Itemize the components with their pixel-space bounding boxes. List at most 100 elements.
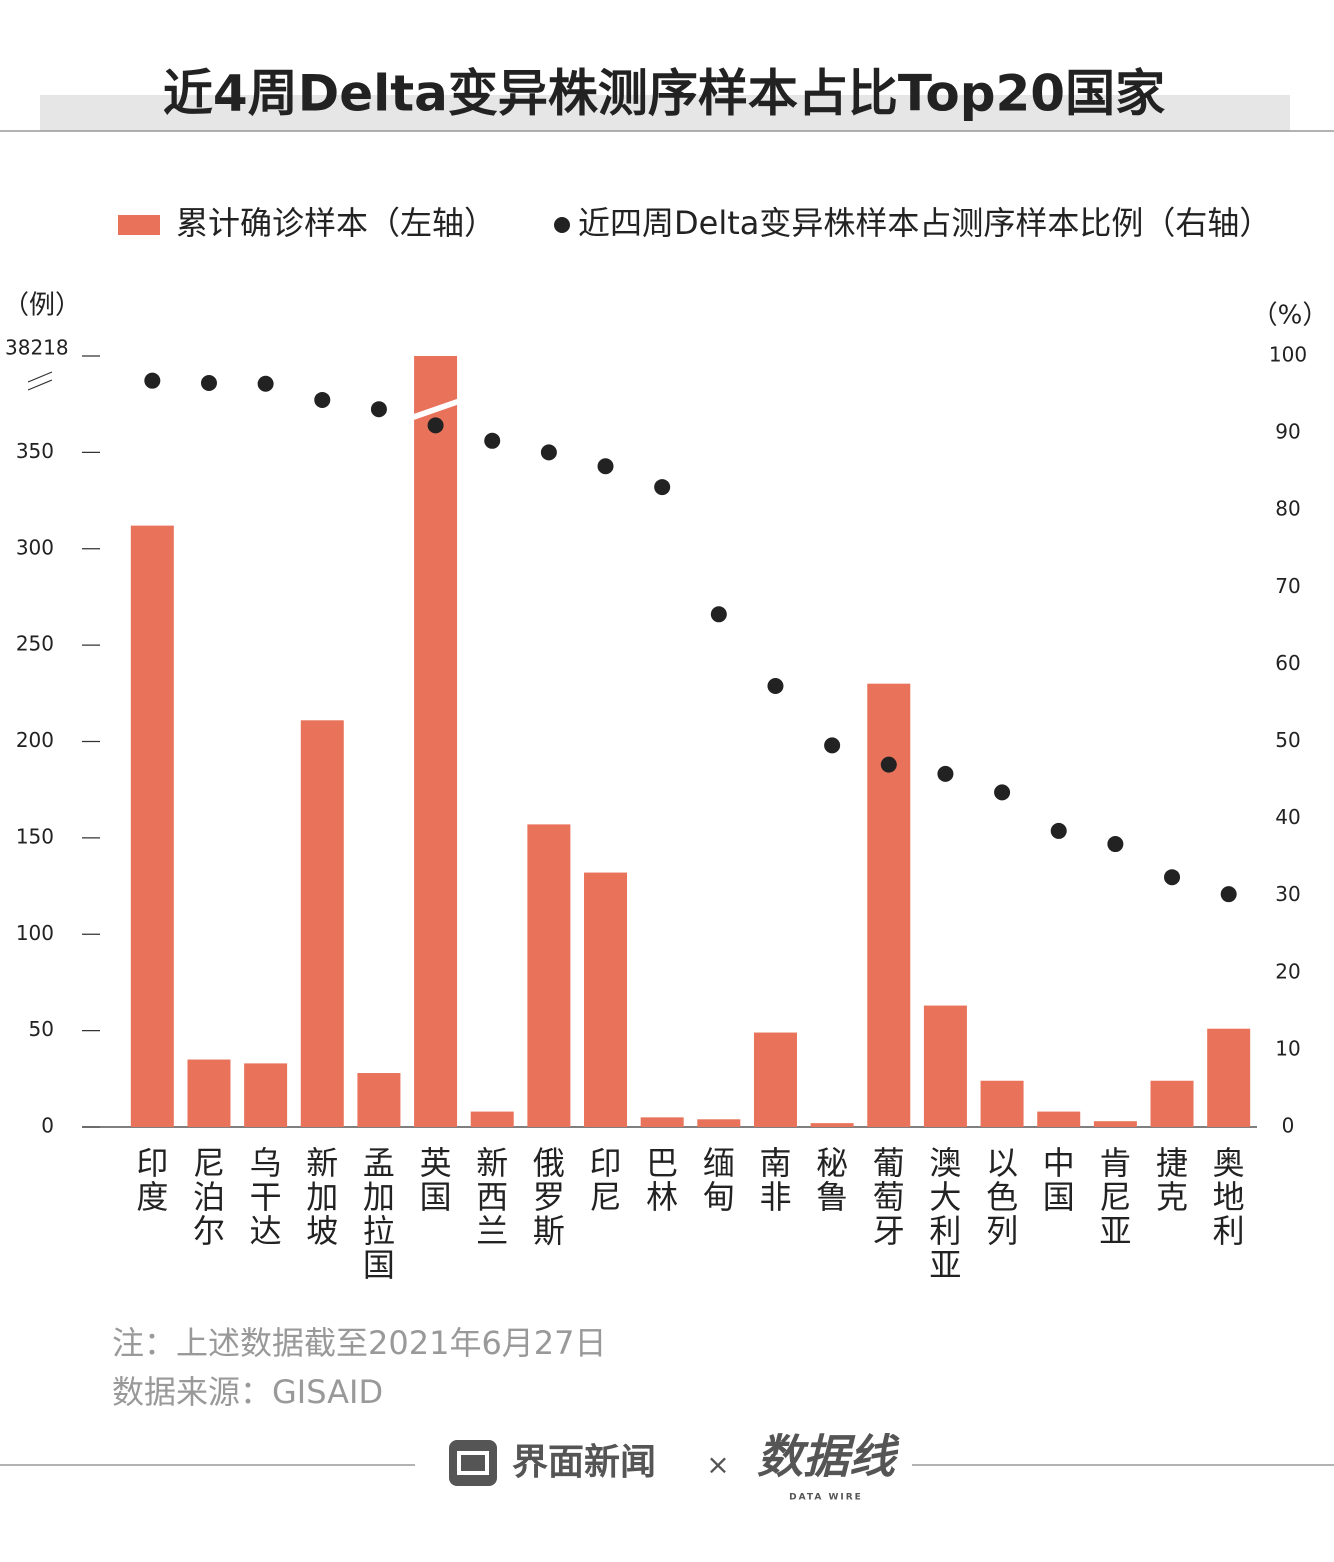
dot [370,401,387,418]
x-tick-label: 新西兰 [476,1144,508,1250]
dot [540,444,557,461]
x-tick-label: 乌干达 [250,1144,282,1250]
y-tick-label: 300 [16,535,54,559]
y2-tick-label: 40 [1275,805,1300,829]
x-tick-label: 捷克 [1156,1144,1188,1216]
brand-icon-inner [457,1451,489,1475]
dot [427,417,444,434]
x-tick-label: 中国 [1043,1144,1075,1216]
dot [710,606,727,623]
x-tick-label: 尼泊尔 [193,1144,225,1250]
dot [314,391,331,408]
legend-label: 近四周Delta变异株样本占测序样本比例（右轴） [578,204,1271,242]
title-band [40,95,1290,131]
bar [414,356,458,1127]
y-tick-label: 38218 [5,336,69,360]
separator: × [706,1448,729,1481]
source: 数据来源：GISAID [112,1373,383,1411]
y-tick-label: 50 [29,1017,54,1041]
y-tick-label: 100 [16,921,54,945]
bar [810,1123,854,1127]
dot [767,677,784,694]
dot [1107,836,1124,853]
y-tick-label: 200 [16,728,54,752]
x-tick-label: 以色列 [986,1144,1018,1250]
dot [144,372,161,389]
bar-break [412,398,459,421]
x-tick-label: 秘鲁 [816,1144,848,1216]
bar [753,1032,797,1127]
y2-tick-label: 80 [1275,497,1300,521]
y2-tick-label: 0 [1282,1114,1295,1138]
dot [484,432,501,449]
chart-title: 近4周Delta变异株测序样本占比Top20国家 [163,65,1165,123]
dot [880,756,897,773]
bar [300,720,344,1127]
x-tick-label: 新加坡 [306,1144,338,1250]
partner: 数据线 [757,1430,900,1484]
bar [527,824,571,1127]
dot [994,784,1011,801]
y-axis-label: （例） [3,291,81,321]
brand-icon [449,1440,497,1486]
bar [584,872,628,1127]
y-tick-label: 250 [16,632,54,656]
bar [923,1005,967,1127]
dot [1050,822,1067,839]
y2-tick-label: 90 [1275,420,1300,444]
x-tick-label: 孟加拉国 [363,1144,395,1284]
dot [937,765,954,782]
legend-swatch [118,215,160,235]
x-tick-label: 肯尼亚 [1099,1144,1131,1250]
x-tick-label: 澳大利亚 [929,1144,961,1284]
y2-axis-label: （%） [1252,301,1329,331]
bar [130,525,174,1127]
y2-tick-label: 60 [1275,651,1300,675]
bar [1037,1111,1081,1127]
y2-tick-label: 20 [1275,959,1300,983]
note: 注：上述数据截至2021年6月27日 [112,1324,607,1362]
legend-swatch [554,217,570,233]
x-tick-label: 葡萄牙 [873,1144,905,1250]
axis-break [27,371,53,383]
bar [697,1119,741,1127]
axis-break [27,379,53,391]
y2-tick-label: 70 [1275,574,1300,598]
x-tick-label: 印度 [136,1144,168,1216]
dot [654,479,671,496]
bar [1093,1121,1137,1127]
x-tick-label: 缅甸 [703,1144,735,1216]
x-tick-label: 巴林 [646,1144,678,1216]
dot [200,374,217,391]
bar [980,1080,1024,1127]
x-tick-label: 印尼 [590,1144,622,1216]
dot [597,458,614,475]
dot [824,737,841,754]
y2-tick-label: 50 [1275,728,1300,752]
bar [187,1059,231,1127]
y2-tick-label: 10 [1275,1036,1300,1060]
x-tick-label: 奥地利 [1213,1144,1245,1250]
bar [1150,1080,1194,1127]
y2-tick-label: 30 [1275,882,1300,906]
bar [867,683,911,1127]
dot [257,375,274,392]
brand: 界面新闻 [512,1442,656,1483]
dot [1164,869,1181,886]
x-tick-label: 俄罗斯 [533,1144,565,1250]
partner-sub: DATA WIRE [789,1493,863,1503]
x-tick-label: 英国 [420,1144,452,1216]
dot [1220,886,1237,903]
legend-label: 累计确诊样本（左轴） [176,204,496,242]
bar [1207,1028,1251,1127]
bar [244,1063,288,1127]
bar [357,1073,401,1127]
y-tick-label: 350 [16,439,54,463]
bar [470,1111,514,1127]
x-tick-label: 南非 [759,1144,791,1216]
y2-tick-label: 100 [1269,343,1307,367]
y-tick-label: 150 [16,824,54,848]
y-tick-label: 0 [41,1114,54,1138]
